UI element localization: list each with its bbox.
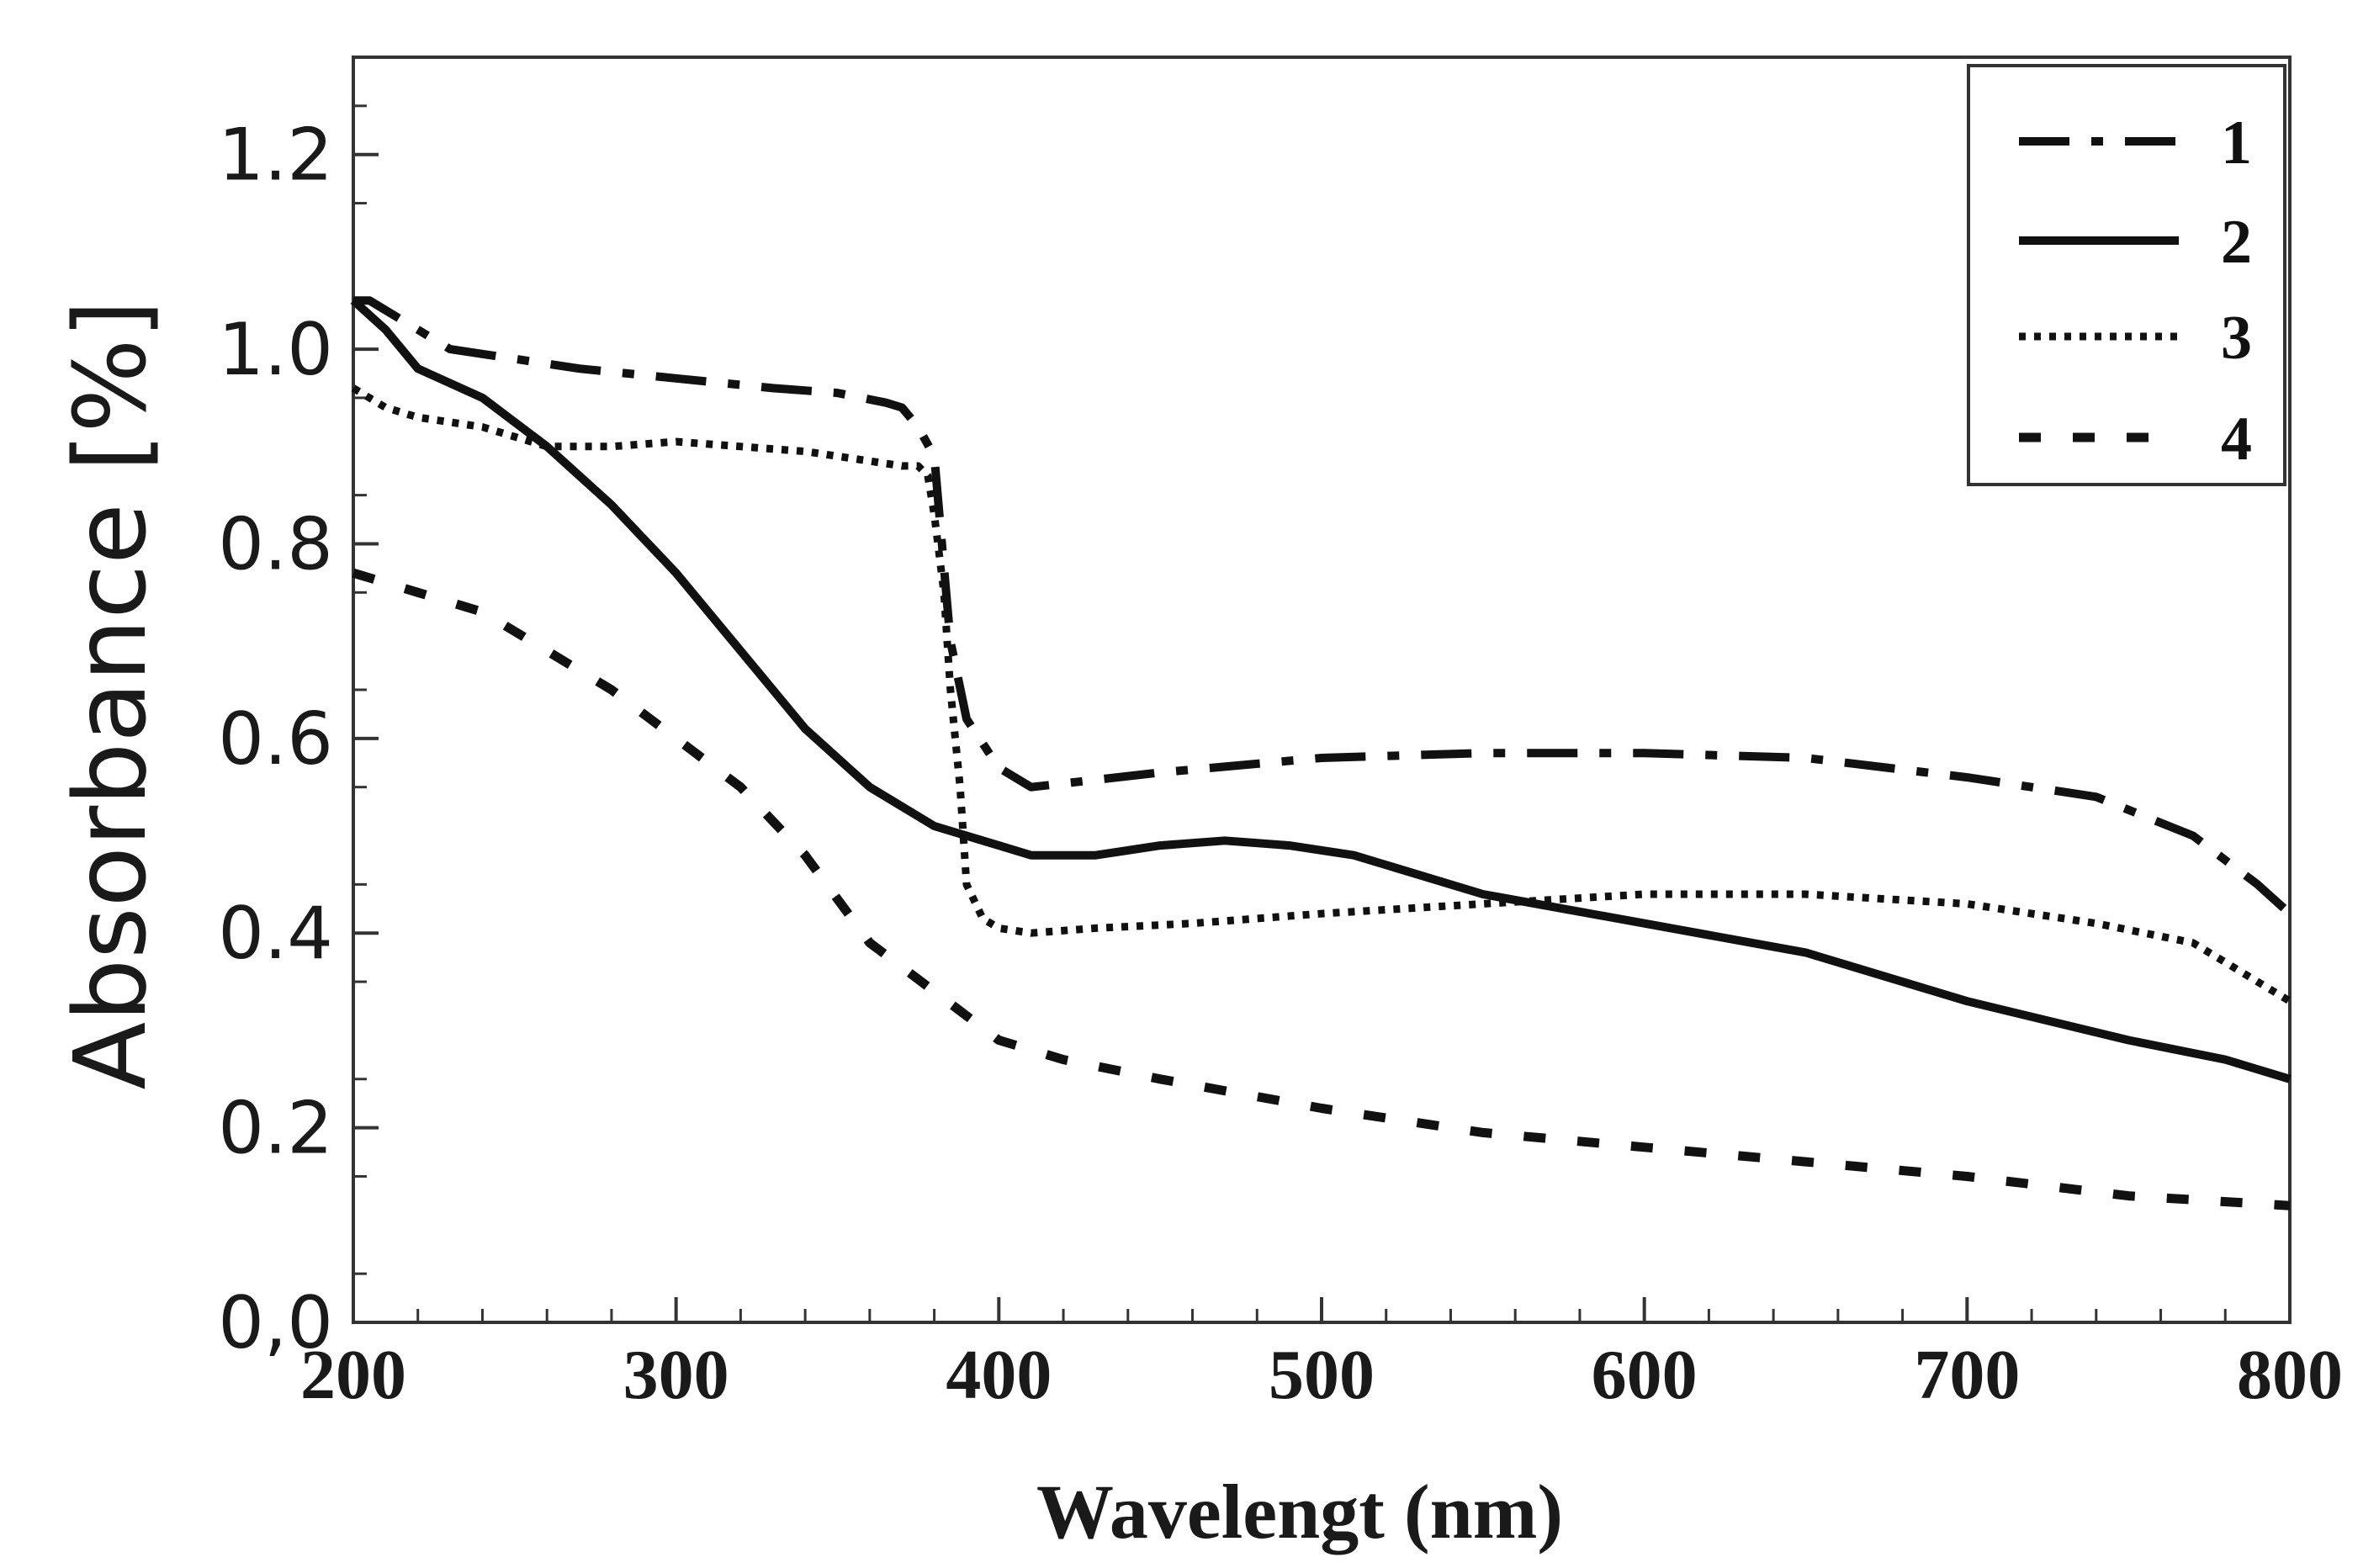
- series-2-line: [350, 297, 2292, 1083]
- x-tick-label: 400: [946, 1336, 1052, 1414]
- legend-label-4: 4: [2221, 405, 2252, 474]
- x-tick-label: 200: [300, 1336, 406, 1414]
- x-tick-label: 300: [623, 1336, 729, 1414]
- axes-layer: 0,0 0.2 0.4 0.6 0.8 1.0 1.2 200 300 400 500 600 700 8…: [218, 56, 2343, 1414]
- legend-label-2: 2: [2221, 208, 2252, 277]
- y-tick-label: 0.2: [218, 1087, 333, 1171]
- legend-label-3: 3: [2221, 304, 2252, 373]
- legend-box: [1967, 64, 2286, 486]
- x-axis-label: Wavelengt (nm): [1036, 1469, 1563, 1555]
- x-tick-label: 600: [1592, 1336, 1698, 1414]
- y-tick-label: 0.8: [218, 502, 333, 586]
- legend-label-1: 1: [2221, 109, 2252, 177]
- x-tick-label: 500: [1269, 1336, 1375, 1414]
- y-tick-label: 0,0: [218, 1281, 333, 1365]
- y-tick-label: 1.0: [218, 308, 333, 392]
- y-tick-label: 0.4: [218, 892, 333, 976]
- legend: 1 2 3 4: [1967, 64, 2286, 486]
- y-tick-label: 0.6: [218, 697, 333, 781]
- series-3-line: [351, 384, 2292, 1005]
- x-tick-label: 800: [2237, 1336, 2343, 1414]
- series-4-line: [352, 568, 2291, 1210]
- y-axis-label: Absorbance [%]: [52, 300, 168, 1090]
- series-layer: [350, 296, 2293, 1210]
- series-1-line: [353, 296, 2293, 917]
- y-tick-label: 1.2: [218, 114, 333, 198]
- x-tick-label: 700: [1914, 1336, 2020, 1414]
